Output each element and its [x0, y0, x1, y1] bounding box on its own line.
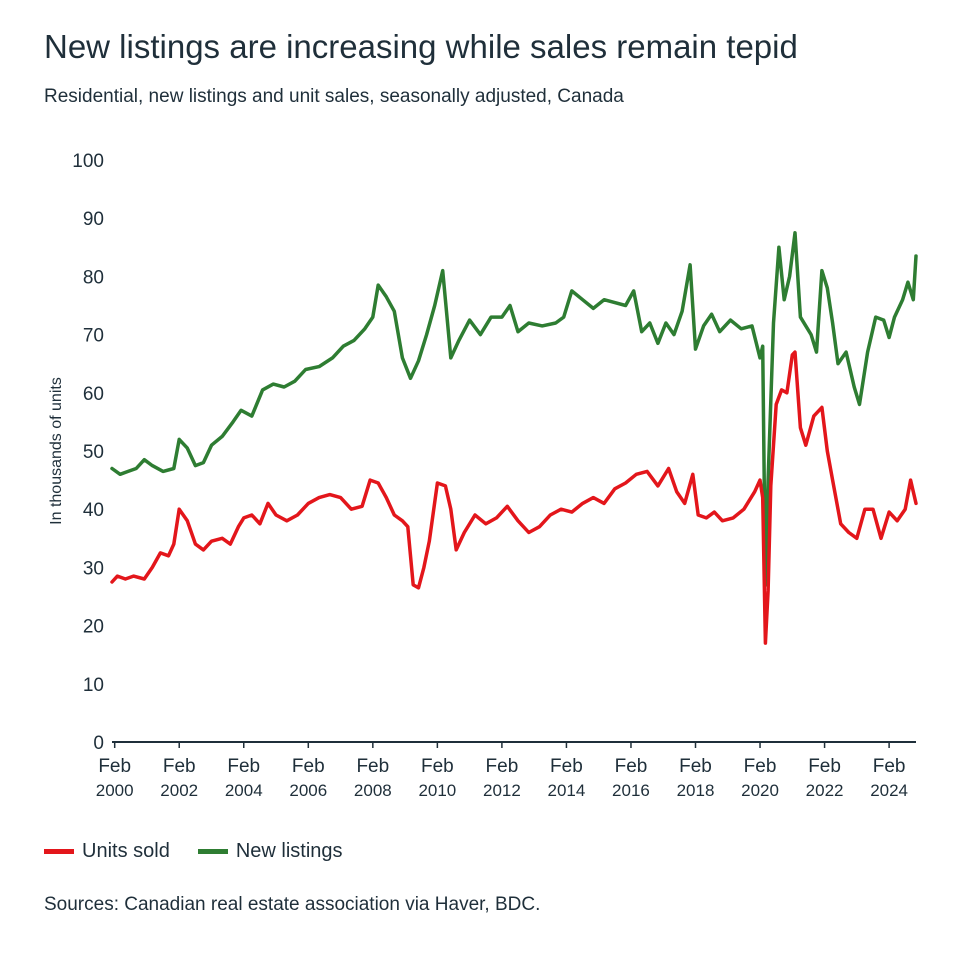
y-axis-ticks: 0 10 20 30 40 50 60 70 80 90 100	[72, 151, 104, 754]
x-tick-label-2008: Feb 2008	[354, 756, 392, 800]
legend-swatch-units-sold	[44, 849, 74, 854]
x-tick-label-2002: Feb 2002	[160, 756, 198, 800]
y-tick-label-80: 80	[83, 267, 104, 288]
x-tick-label-2004: Feb 2004	[225, 756, 263, 800]
x-tick-label-2020: Feb 2020	[741, 756, 779, 800]
y-tick-label-30: 30	[83, 558, 104, 579]
y-tick-label-60: 60	[83, 384, 104, 405]
chart-title: New listings are increasing while sales …	[44, 28, 798, 65]
x-tick-label-2012: Feb 2012	[483, 756, 521, 800]
series-lines	[110, 231, 918, 645]
chart-subtitle: Residential, new listings and unit sales…	[44, 86, 624, 107]
y-axis-label: In thousands of units	[48, 377, 65, 525]
legend-label-units-sold: Units sold	[82, 840, 170, 862]
y-tick-label-100: 100	[72, 151, 104, 172]
x-tick-label-2010: Feb 2010	[418, 756, 456, 800]
x-tick-label-2014: Feb 2014	[548, 756, 586, 800]
x-tick-label-2018: Feb 2018	[677, 756, 715, 800]
legend-item-units-sold: Units sold	[44, 840, 170, 863]
x-tick-label-2016: Feb 2016	[612, 756, 650, 800]
y-tick-label-90: 90	[83, 209, 104, 230]
x-tick-label-2022: Feb 2022	[806, 756, 844, 800]
series-line-units-sold	[110, 350, 918, 645]
y-tick-label-50: 50	[83, 442, 104, 463]
y-tick-label-0: 0	[93, 733, 104, 754]
source-note: Sources: Canadian real estate associatio…	[44, 894, 541, 915]
legend-swatch-new-listings	[197, 849, 228, 854]
series-line-new-listings	[110, 231, 918, 587]
y-tick-label-20: 20	[83, 617, 104, 638]
y-tick-label-40: 40	[83, 500, 104, 521]
x-tick-label-2006: Feb 2006	[289, 756, 327, 800]
legend: Units sold New listings	[44, 840, 371, 863]
x-axis-ticks: Feb 2000 Feb 2002 Feb 2004 Feb 2006 Feb 2008 Feb 20…	[96, 742, 908, 800]
legend-label-new-listings: New listings	[235, 840, 343, 862]
x-tick-label-2024: Feb 2024	[870, 756, 908, 800]
y-tick-label-70: 70	[83, 326, 104, 347]
y-tick-label-10: 10	[83, 675, 104, 696]
legend-item-new-listings: New listings	[197, 840, 343, 863]
x-tick-label-2000: Feb 2000	[96, 756, 134, 800]
